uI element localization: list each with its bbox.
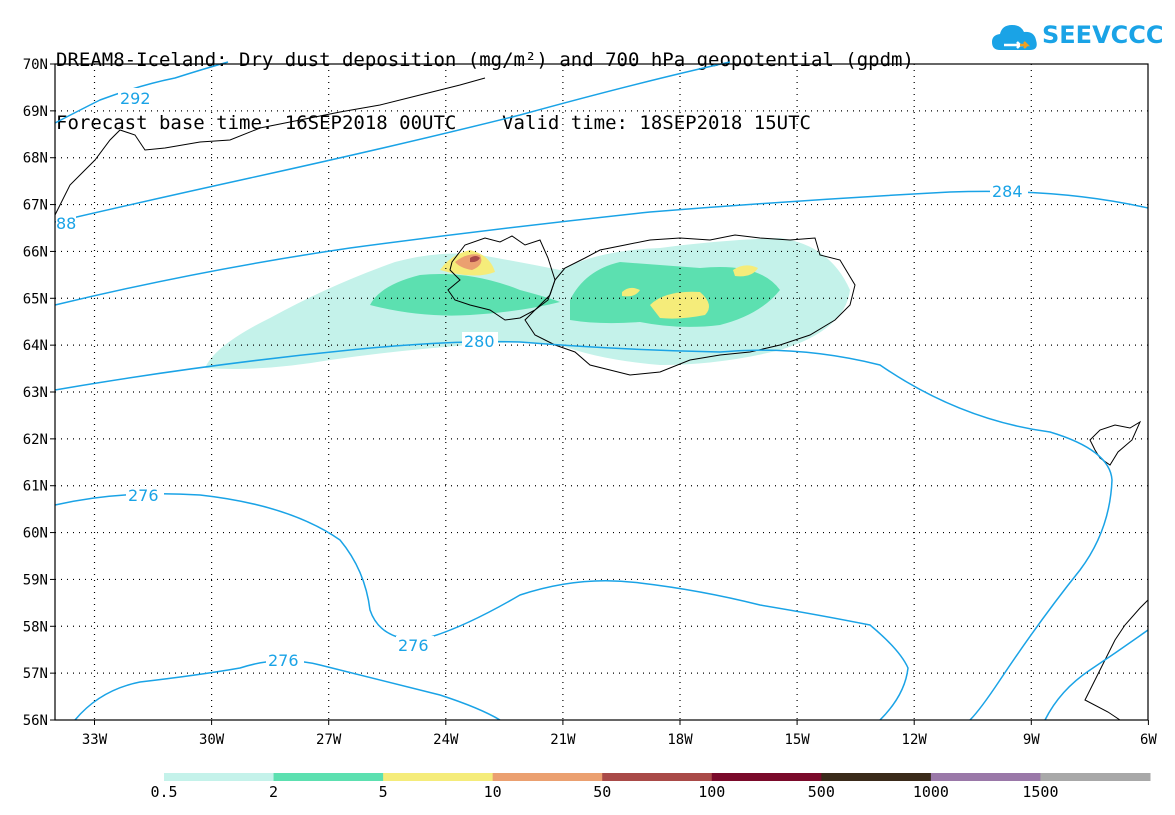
contour-label: 88	[56, 214, 76, 233]
faroe-coast	[1089, 420, 1142, 466]
colorbar-swatch	[930, 773, 1041, 781]
dust-area-nw-top	[470, 256, 480, 263]
dust-area-mid-2	[622, 287, 640, 297]
colorbar-label: 50	[593, 783, 612, 801]
dust-area-low	[370, 274, 560, 316]
lon-label: 12W	[902, 732, 928, 748]
colorbar-label: 10	[483, 783, 502, 801]
lon-label: 15W	[784, 732, 810, 748]
contour-label: 276	[128, 486, 159, 505]
lon-label: 21W	[550, 732, 576, 748]
colorbar-swatch	[164, 773, 275, 781]
longitude-labels: 33W 30W 27W 24W 21W 18W 15W 12W 9W 6W	[82, 732, 1158, 748]
lat-label: 65N	[23, 291, 48, 307]
lat-label: 69N	[23, 104, 48, 120]
contour-labels: 292 88 284 280 276 276 276	[56, 88, 1028, 670]
lat-label: 70N	[23, 57, 48, 73]
contour-east	[1044, 629, 1149, 721]
logo-text: SEEVCCC	[1042, 21, 1164, 49]
title-line-1: DREAM8-Iceland: Dry dust deposition (mg/…	[56, 49, 914, 71]
colorbar	[164, 773, 1151, 781]
colorbar-label: 1500	[1022, 783, 1059, 801]
contour-280	[54, 340, 1113, 721]
title-line-2: Forecast base time: 16SEP2018 00UTC Vali…	[56, 112, 811, 134]
lat-label: 62N	[23, 432, 48, 448]
contour-label: 292	[120, 89, 151, 108]
colorbar-label: 100	[698, 783, 726, 801]
lat-label: 66N	[23, 244, 48, 260]
colorbar-swatch	[602, 773, 713, 781]
dust-shading	[205, 238, 850, 369]
contour-label: 284	[992, 182, 1023, 201]
dust-area-mid-3	[733, 265, 758, 277]
latitude-labels: 70N 69N 68N 67N 66N 65N 64N 63N 62N 61N 60N 59N 58N 5…	[23, 57, 48, 729]
colorbar-label: 2	[269, 783, 279, 801]
grid	[55, 64, 1148, 720]
lat-label: 59N	[23, 572, 48, 588]
lat-label: 61N	[23, 479, 48, 495]
colorbar-swatch	[383, 773, 494, 781]
lat-label: 56N	[23, 713, 48, 729]
colorbar-swatch	[492, 773, 603, 781]
contour-288	[54, 61, 731, 223]
seevccc-logo: SEEVCCC	[990, 18, 1164, 60]
lat-label: 68N	[23, 151, 48, 167]
lat-label: 57N	[23, 666, 48, 682]
colorbar-swatch	[821, 773, 932, 781]
lon-label: 33W	[82, 732, 108, 748]
lat-label: 67N	[23, 198, 48, 214]
colorbar-swatch	[1040, 773, 1151, 781]
colorbar-label: 0.5	[150, 783, 178, 801]
colorbar-label: 500	[807, 783, 835, 801]
lat-label: 64N	[23, 338, 48, 354]
contour-292	[54, 61, 229, 124]
iceland-west-coast	[447, 235, 556, 321]
contour-label: 280	[464, 332, 495, 351]
lat-label: 60N	[23, 526, 48, 542]
lon-label: 27W	[316, 732, 342, 748]
colorbar-label: 1000	[912, 783, 949, 801]
lon-label: 18W	[667, 732, 693, 748]
contour-276-a	[54, 493, 909, 721]
axis-ticks	[50, 63, 1149, 725]
colorbar-swatch	[711, 773, 822, 781]
cloud-icon	[992, 25, 1037, 50]
coastlines	[54, 77, 1149, 721]
contour-label: 276	[268, 651, 299, 670]
dust-area-mid	[650, 291, 709, 319]
lon-label: 24W	[433, 732, 459, 748]
colorbar-label: 5	[378, 783, 388, 801]
iceland-main-coast	[524, 234, 856, 376]
lon-label: 6W	[1140, 732, 1157, 748]
lat-label: 63N	[23, 385, 48, 401]
colorbar-swatch	[273, 773, 384, 781]
lat-label: 58N	[23, 619, 48, 635]
lon-label: 30W	[199, 732, 225, 748]
lon-label: 9W	[1023, 732, 1040, 748]
greenland-coast	[54, 77, 486, 216]
geopotential-contours	[54, 61, 1149, 721]
chart-title: DREAM8-Iceland: Dry dust deposition (mg/…	[56, 8, 914, 155]
contour-label: 276	[398, 636, 429, 655]
scotland-coast	[1084, 598, 1149, 721]
